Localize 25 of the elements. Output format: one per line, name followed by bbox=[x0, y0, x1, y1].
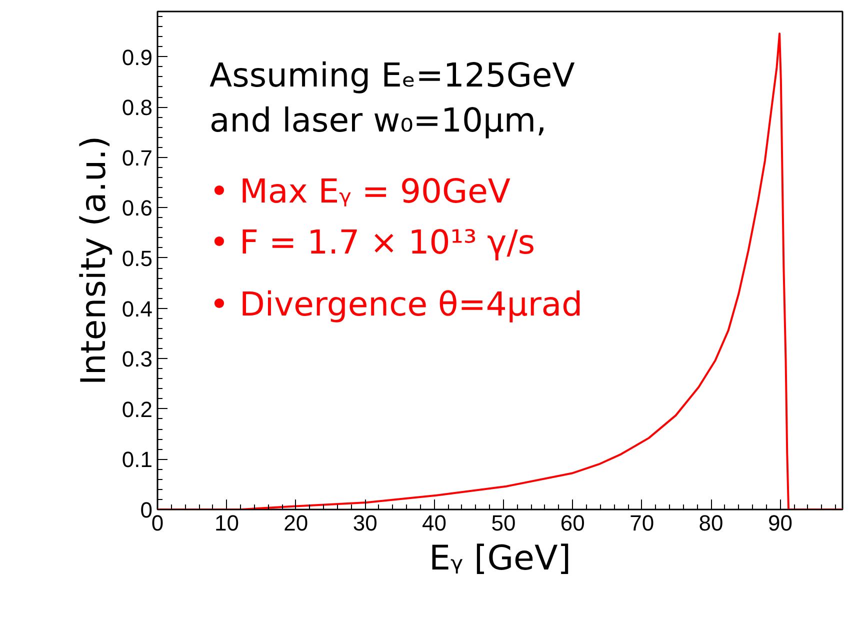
x-tick-label: 60 bbox=[560, 510, 585, 536]
x-tick-label: 90 bbox=[768, 510, 792, 536]
y-tick-label: 0.6 bbox=[122, 196, 153, 221]
x-tick-label: 30 bbox=[352, 510, 378, 536]
y-tick-label: 0.7 bbox=[122, 145, 153, 170]
y-tick-label: 0.5 bbox=[122, 246, 153, 271]
annotation: • Max Eᵧ = 90GeV bbox=[210, 171, 511, 210]
y-tick-label: 0.9 bbox=[122, 44, 153, 70]
x-axis-title: Eᵧ [GeV] bbox=[428, 538, 572, 578]
y-tick-label: 0.2 bbox=[122, 396, 153, 422]
x-tick-label: 20 bbox=[284, 510, 308, 536]
x-tick-label: 40 bbox=[422, 510, 447, 536]
y-tick-label: 0.4 bbox=[122, 296, 153, 322]
annotation: Assuming Eₑ=125GeV bbox=[210, 56, 576, 95]
x-tick-label: 70 bbox=[630, 510, 654, 536]
x-tick-label: 80 bbox=[698, 510, 724, 536]
y-tick-label: 0.3 bbox=[122, 346, 153, 372]
annotation: • Divergence θ=4μrad bbox=[210, 284, 583, 324]
annotation: and laser w₀=10μm, bbox=[210, 100, 547, 140]
annotation: • F = 1.7 × 10¹³ γ/s bbox=[210, 222, 536, 262]
y-tick-label: 0.8 bbox=[122, 95, 153, 120]
y-axis-title: Intensity (a.u.) bbox=[74, 136, 114, 386]
x-tick-label: 50 bbox=[491, 510, 516, 536]
y-tick-label: 0.1 bbox=[122, 447, 153, 472]
x-tick-label: 10 bbox=[214, 510, 239, 536]
